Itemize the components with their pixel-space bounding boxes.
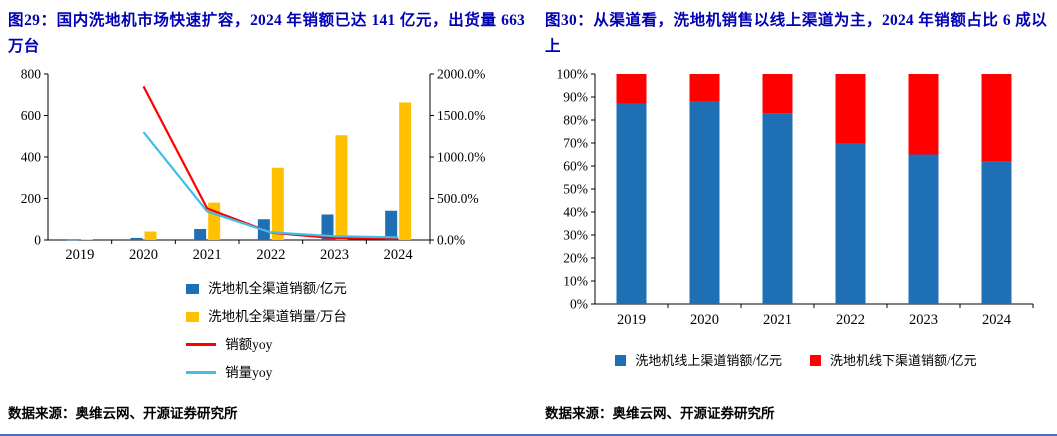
svg-text:200: 200 <box>21 191 42 206</box>
figure30-stacked-chart: 0% 10% 20% 30% 40% 50% 60% 70% 80% 90% 100% 2019 202… <box>557 67 1034 328</box>
legend-item-offline: 洗地机线下渠道销额/亿元 <box>810 354 977 367</box>
svg-text:0%: 0% <box>570 297 588 312</box>
figure29-combo-chart: 0 200 400 600 800 0.0% 500.0% 1000.0% 1500.0% 200… <box>21 67 486 264</box>
svg-text:2023: 2023 <box>909 312 938 328</box>
svg-text:2022: 2022 <box>836 312 865 328</box>
svg-text:400: 400 <box>21 150 42 165</box>
svg-text:600: 600 <box>21 108 42 123</box>
legend-label-online: 洗地机线上渠道销额/亿元 <box>635 353 782 368</box>
legend-item-volume: 洗地机全渠道销量/万台 <box>186 310 347 323</box>
legend-item-volume-yoy: 销量yoy <box>186 366 347 379</box>
svg-text:0.0%: 0.0% <box>437 233 465 248</box>
legend-label-volume: 洗地机全渠道销量/万台 <box>208 309 347 324</box>
svg-text:2021: 2021 <box>193 247 222 263</box>
svg-text:2019: 2019 <box>65 247 94 263</box>
svg-text:20%: 20% <box>563 251 588 266</box>
svg-text:30%: 30% <box>563 228 588 243</box>
legend-swatch-sales <box>186 283 200 294</box>
svg-text:500.0%: 500.0% <box>437 191 479 206</box>
legend-swatch-offline <box>810 355 821 366</box>
legend-swatch-volume-yoy-line <box>186 371 217 374</box>
legend-swatch-volume <box>186 311 200 322</box>
figure29-source: 数据来源：奥维云网、开源证券研究所 <box>8 406 238 421</box>
figure30-title: 图30：从渠道看，洗地机销售以线上渠道为主，2024 年销额占比 6 成以上 <box>545 12 1047 55</box>
figure29-title: 图29：国内洗地机市场快速扩容，2024 年销额已达 141 亿元，出货量 66… <box>8 12 525 55</box>
legend-label-volume-yoy: 销量yoy <box>225 365 273 380</box>
legend-label-sales: 洗地机全渠道销额/亿元 <box>208 281 347 296</box>
svg-text:2021: 2021 <box>763 312 792 328</box>
svg-text:50%: 50% <box>563 182 588 197</box>
svg-text:1500.0%: 1500.0% <box>437 108 485 123</box>
figure30-source: 数据来源：奥维云网、开源证券研究所 <box>545 406 775 421</box>
legend-item-online: 洗地机线上渠道销额/亿元 <box>615 354 782 367</box>
svg-text:10%: 10% <box>563 274 588 289</box>
svg-text:60%: 60% <box>563 159 588 174</box>
svg-text:100%: 100% <box>557 67 589 82</box>
figure30-legend: 洗地机线上渠道销额/亿元 洗地机线下渠道销额/亿元 <box>545 354 1047 367</box>
svg-text:2000.0%: 2000.0% <box>437 67 485 82</box>
svg-text:800: 800 <box>21 67 42 82</box>
legend-label-sales-yoy: 销额yoy <box>225 337 273 352</box>
svg-text:90%: 90% <box>563 90 588 105</box>
svg-text:2023: 2023 <box>320 247 349 263</box>
legend-swatch-sales-yoy-line <box>186 343 217 346</box>
svg-text:2024: 2024 <box>384 247 414 263</box>
svg-text:2020: 2020 <box>129 247 158 263</box>
svg-text:2019: 2019 <box>617 312 646 328</box>
figure29-panel: 图29：国内洗地机市场快速扩容，2024 年销额已达 141 亿元，出货量 66… <box>8 8 525 434</box>
svg-text:1000.0%: 1000.0% <box>437 150 485 165</box>
svg-text:2020: 2020 <box>690 312 719 328</box>
legend-item-sales-yoy: 销额yoy <box>186 338 347 351</box>
svg-text:40%: 40% <box>563 205 588 220</box>
legend-swatch-online <box>615 355 627 366</box>
legend-label-offline: 洗地机线下渠道销额/亿元 <box>830 353 977 368</box>
report-bottom-rule <box>0 434 1057 436</box>
figure29-legend: 洗地机全渠道销额/亿元 洗地机全渠道销量/万台 销额yoy 销量yoy <box>186 282 347 379</box>
figure30-panel: 图30：从渠道看，洗地机销售以线上渠道为主，2024 年销额占比 6 成以上 0… <box>545 8 1047 434</box>
svg-text:80%: 80% <box>563 113 588 128</box>
svg-text:2024: 2024 <box>982 312 1012 328</box>
svg-text:70%: 70% <box>563 136 588 151</box>
legend-item-sales: 洗地机全渠道销额/亿元 <box>186 282 347 295</box>
svg-text:2022: 2022 <box>256 247 285 263</box>
svg-text:0: 0 <box>34 233 41 248</box>
